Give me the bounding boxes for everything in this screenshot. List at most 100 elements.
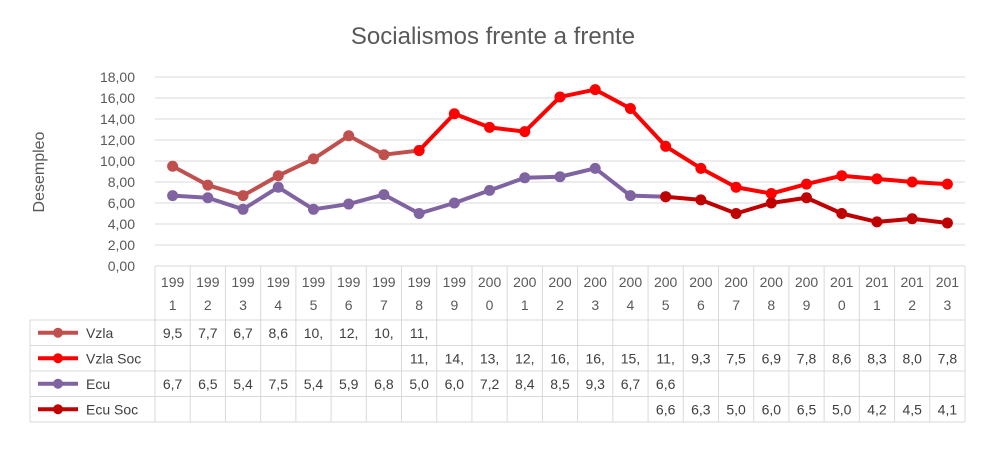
x-tick-label: 200 xyxy=(760,274,784,290)
data-point xyxy=(941,217,953,229)
x-tick-label: 1 xyxy=(521,297,529,313)
x-tick-label: 2 xyxy=(908,297,916,313)
x-tick-label: 8 xyxy=(415,297,423,313)
x-tick-label: 6 xyxy=(697,297,705,313)
table-cell-value: 8,0 xyxy=(902,350,922,366)
legend-label: Vzla xyxy=(86,325,113,341)
data-point xyxy=(730,181,742,193)
legend-marker xyxy=(53,327,63,338)
y-axis-label: Desempleo xyxy=(31,131,48,212)
x-tick-label: 0 xyxy=(486,297,494,313)
x-tick-label: 199 xyxy=(302,274,326,290)
legend-marker xyxy=(53,378,63,389)
data-point xyxy=(202,179,214,191)
data-point xyxy=(589,162,601,174)
legend-label: Ecu xyxy=(86,376,110,392)
table-cell-value: 16, xyxy=(585,350,604,366)
y-tick-label: 0,00 xyxy=(108,258,135,274)
data-point xyxy=(413,208,425,219)
table-cell-value: 7,5 xyxy=(269,376,289,392)
x-tick-label: 8 xyxy=(767,297,775,313)
data-point xyxy=(484,184,496,196)
x-tick-label: 1 xyxy=(169,297,177,313)
table-cell-value: 7,5 xyxy=(726,350,746,366)
x-tick-label: 200 xyxy=(619,274,643,290)
y-tick-label: 8,00 xyxy=(108,174,135,190)
data-point xyxy=(519,172,531,184)
table-cell-value: 11, xyxy=(410,325,428,341)
table-cell-value: 8,3 xyxy=(867,350,887,366)
data-point xyxy=(413,145,425,156)
table-cell-value: 7,2 xyxy=(480,376,500,392)
table-cell-value: 6,5 xyxy=(198,376,218,392)
x-tick-label: 9 xyxy=(450,297,458,313)
table-cell-value: 6,5 xyxy=(797,401,817,417)
table-cell-value: 5,0 xyxy=(726,401,746,417)
data-point xyxy=(307,153,319,165)
data-point xyxy=(660,140,672,152)
data-point xyxy=(554,171,566,183)
table-cell-value: 11, xyxy=(656,350,674,366)
table-cell-value: 6,8 xyxy=(374,376,394,392)
table-cell-value: 5,4 xyxy=(304,376,324,392)
legend-marker xyxy=(53,353,63,364)
data-point xyxy=(836,170,848,182)
y-tick-label: 4,00 xyxy=(108,216,135,232)
table-cell-value: 9,3 xyxy=(585,376,605,392)
table-cell-value: 6,7 xyxy=(233,325,253,341)
data-point xyxy=(871,216,883,228)
chart-title: Socialismos frente a frente xyxy=(351,23,635,50)
table-cell-value: 8,4 xyxy=(515,376,535,392)
table-cell-value: 4,2 xyxy=(867,401,887,417)
x-tick-label: 3 xyxy=(943,297,951,313)
table-cell-value: 6,0 xyxy=(445,376,465,392)
y-tick-label: 18,00 xyxy=(100,69,135,85)
x-tick-label: 201 xyxy=(830,274,854,290)
x-tick-label: 199 xyxy=(407,274,431,290)
x-tick-label: 200 xyxy=(548,274,572,290)
table-cell-value: 8,5 xyxy=(550,376,570,392)
table-cell-value: 6,6 xyxy=(656,376,676,392)
x-tick-label: 199 xyxy=(443,274,467,290)
data-point xyxy=(801,178,813,190)
x-tick-label: 200 xyxy=(724,274,748,290)
table-cell-value: 6,7 xyxy=(621,376,641,392)
legend-marker xyxy=(53,404,63,415)
data-point xyxy=(695,194,707,206)
x-tick-label: 2 xyxy=(204,297,212,313)
x-tick-label: 3 xyxy=(591,297,599,313)
y-tick-label: 2,00 xyxy=(108,237,135,253)
table-cell-value: 13, xyxy=(480,350,499,366)
data-point xyxy=(378,149,390,161)
data-point xyxy=(167,190,179,202)
data-point xyxy=(448,108,460,120)
table-cell-value: 8,6 xyxy=(832,350,852,366)
x-tick-label: 200 xyxy=(513,274,537,290)
y-tick-label: 6,00 xyxy=(108,195,135,211)
table-cell-value: 14, xyxy=(445,350,464,366)
data-point xyxy=(906,213,918,225)
data-table: 199 1 199 2 199 3 199 4 199 5 199 6 199 7 199 8 199 9 200 0… xyxy=(29,266,966,423)
table-cell-value: 9,5 xyxy=(163,325,183,341)
x-tick-label: 201 xyxy=(900,274,924,290)
x-tick-label: 199 xyxy=(231,274,255,290)
y-tick-label: 12,00 xyxy=(100,132,135,148)
x-tick-label: 5 xyxy=(662,297,670,313)
x-tick-label: 3 xyxy=(239,297,247,313)
x-tick-label: 7 xyxy=(732,297,740,313)
table-cell-value: 5,9 xyxy=(339,376,359,392)
data-point xyxy=(167,160,179,172)
x-tick-label: 5 xyxy=(310,297,318,313)
x-tick-label: 199 xyxy=(161,274,185,290)
data-point xyxy=(378,189,390,201)
table-cell-value: 15, xyxy=(621,350,640,366)
x-tick-label: 200 xyxy=(795,274,819,290)
x-tick-label: 199 xyxy=(337,274,361,290)
y-tick-label: 14,00 xyxy=(100,111,135,127)
x-tick-label: 2 xyxy=(556,297,564,313)
data-point xyxy=(237,190,249,202)
data-point xyxy=(307,203,319,215)
table-cell-value: 6,0 xyxy=(762,401,782,417)
table-cell-value: 6,7 xyxy=(163,376,183,392)
